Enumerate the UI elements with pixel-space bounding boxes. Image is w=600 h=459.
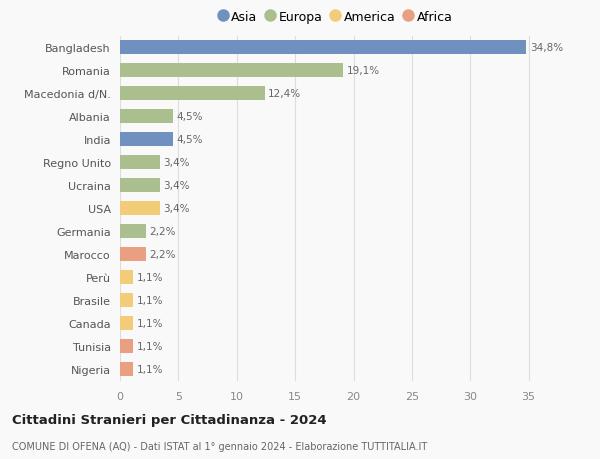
Bar [120,110,173,124]
Text: 34,8%: 34,8% [530,43,563,53]
Bar [120,225,146,239]
Bar [120,294,133,308]
Bar [120,248,146,262]
Bar [120,156,160,170]
Legend: Asia, Europa, America, Africa: Asia, Europa, America, Africa [220,11,452,23]
Text: 3,4%: 3,4% [163,181,190,191]
Text: 1,1%: 1,1% [136,273,163,283]
Text: 1,1%: 1,1% [136,341,163,352]
Text: 1,1%: 1,1% [136,364,163,375]
Text: 19,1%: 19,1% [347,66,380,76]
Text: 4,5%: 4,5% [176,112,203,122]
Text: 3,4%: 3,4% [163,158,190,168]
Text: 1,1%: 1,1% [136,319,163,329]
Bar [120,41,526,55]
Bar [120,202,160,216]
Bar [120,340,133,353]
Text: COMUNE DI OFENA (AQ) - Dati ISTAT al 1° gennaio 2024 - Elaborazione TUTTITALIA.I: COMUNE DI OFENA (AQ) - Dati ISTAT al 1° … [12,441,427,451]
Text: 3,4%: 3,4% [163,204,190,214]
Bar [120,133,173,147]
Bar [120,271,133,285]
Text: Cittadini Stranieri per Cittadinanza - 2024: Cittadini Stranieri per Cittadinanza - 2… [12,413,326,426]
Text: 4,5%: 4,5% [176,135,203,145]
Text: 12,4%: 12,4% [268,89,301,99]
Bar [120,87,265,101]
Bar [120,64,343,78]
Text: 1,1%: 1,1% [136,296,163,306]
Bar [120,363,133,376]
Text: 2,2%: 2,2% [149,250,176,260]
Bar [120,179,160,193]
Bar [120,317,133,330]
Text: 2,2%: 2,2% [149,227,176,237]
